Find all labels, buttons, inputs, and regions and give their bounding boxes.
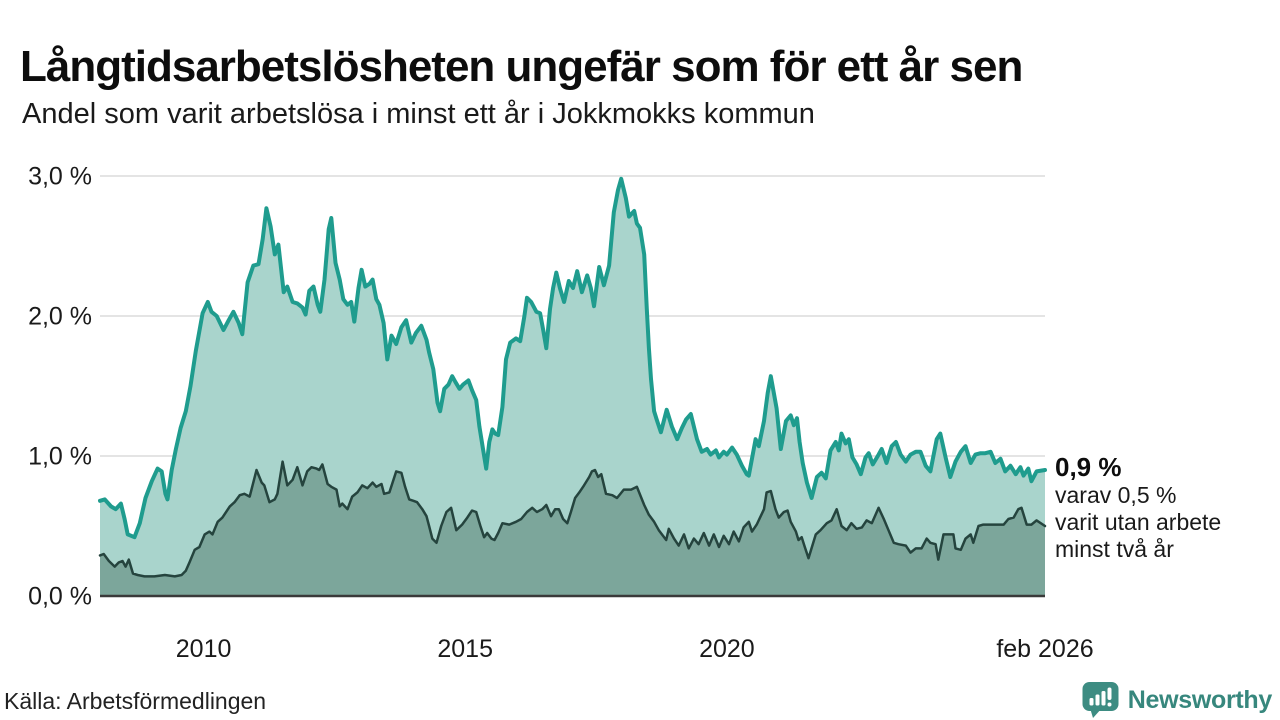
page-title: Långtidsarbetslösheten ungefär som för e… <box>20 42 1023 92</box>
x-tick-label: feb 2026 <box>996 635 1093 663</box>
y-tick-label: 2,0 % <box>28 303 92 331</box>
y-tick-label: 3,0 % <box>28 163 92 191</box>
source-credit: Källa: Arbetsförmedlingen <box>4 688 267 714</box>
line-series-2 <box>98 460 1047 578</box>
annotation-line-3: minst två år <box>1055 536 1174 562</box>
y-tick-label: 0,0 % <box>28 583 92 611</box>
newsworthy-bubble-icon <box>1082 682 1119 718</box>
y-tick-label: 1,0 % <box>28 443 92 471</box>
chart-subtitle: Andel som varit arbetslösa i minst ett å… <box>22 98 815 130</box>
x-tick-label: 2015 <box>437 635 493 663</box>
x-tick-label: 2010 <box>176 635 232 663</box>
newsworthy-logo: Newsworthy <box>1081 681 1272 719</box>
area-series-2 <box>100 461 1045 596</box>
end-value-annotation: 0,9 % varav 0,5 % varit utan arbete mins… <box>1055 452 1270 563</box>
line-series-1 <box>98 176 1047 540</box>
annotation-line-2: varit utan arbete <box>1055 509 1222 535</box>
x-tick-label: 2020 <box>699 635 755 663</box>
newsworthy-wordmark: Newsworthy <box>1127 685 1273 714</box>
annotation-line-1: varav 0,5 % <box>1055 482 1177 508</box>
annotation-value: 0,9 % <box>1055 452 1122 482</box>
